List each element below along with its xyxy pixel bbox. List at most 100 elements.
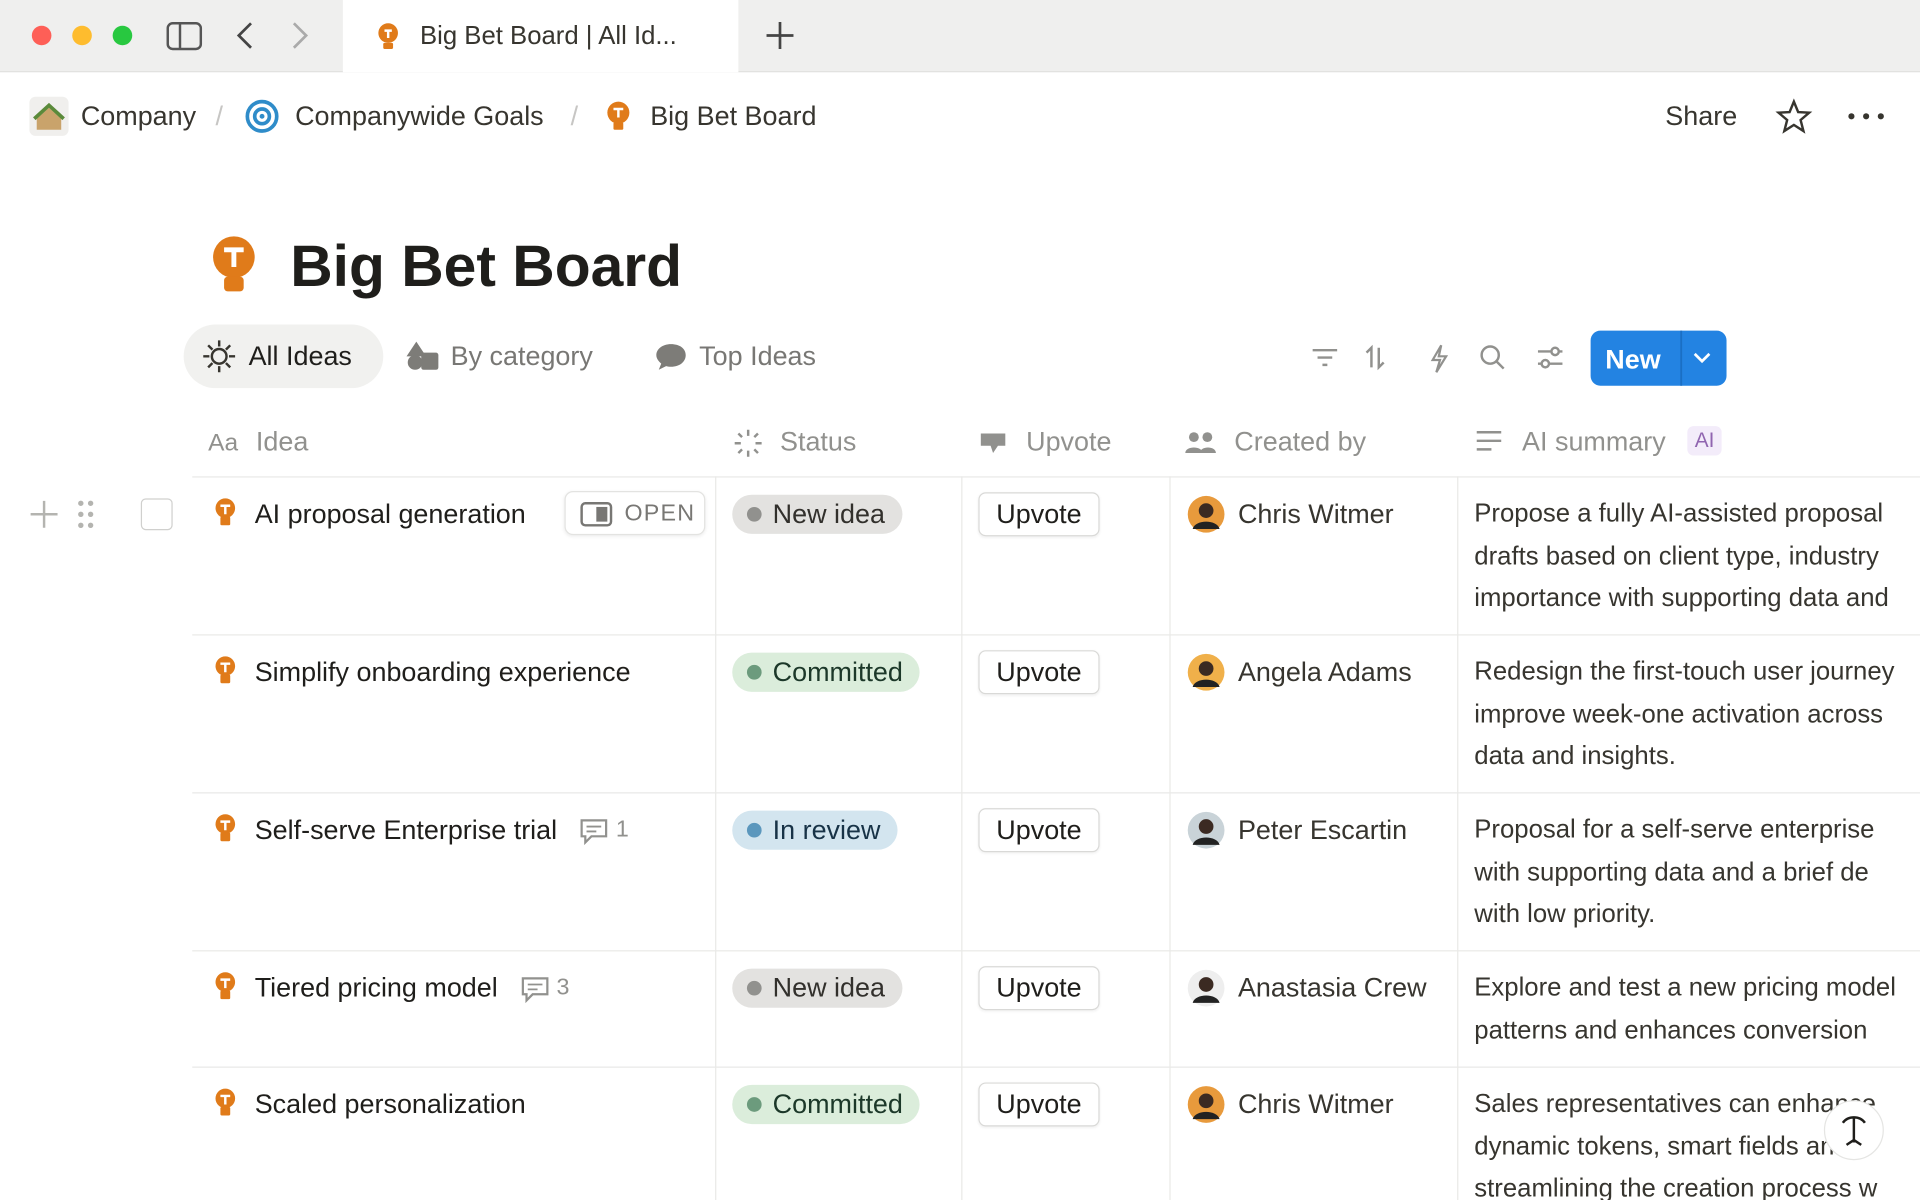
view-tab[interactable]: All Ideas: [248, 340, 352, 372]
header-border: [192, 476, 1920, 478]
summary-line: Proposal for a self-serve enterprise: [1474, 815, 1875, 844]
breadcrumb[interactable]: Company: [80, 100, 197, 132]
idea-title[interactable]: AI proposal generation: [254, 498, 526, 529]
summary-line: drafts based on client type, industry: [1474, 541, 1879, 570]
summary-line: Redesign the first-touch user journey: [1474, 657, 1895, 686]
breadcrumb-separator: /: [215, 100, 224, 132]
goals-icon: [245, 99, 279, 133]
view-icon: [656, 344, 686, 370]
creator-name[interactable]: Chris Witmer: [1237, 1088, 1394, 1120]
status-pill: New idea: [732, 968, 903, 1008]
creator-name[interactable]: Angela Adams: [1237, 656, 1412, 687]
board-icon: [607, 101, 630, 130]
column-header[interactable]: Created by: [1234, 426, 1367, 457]
creator-name[interactable]: Chris Witmer: [1237, 498, 1394, 529]
column-icon: [980, 433, 1006, 454]
row-border: [192, 950, 1920, 952]
new-tab-button[interactable]: [764, 20, 796, 52]
idea-title[interactable]: Tiered pricing model: [254, 972, 498, 1003]
column-icon: Aa: [208, 430, 238, 457]
idea-title[interactable]: Simplify onboarding experience: [254, 656, 631, 687]
column-divider: [1457, 476, 1459, 1200]
help-button[interactable]: [1822, 1098, 1886, 1162]
summary-line: Explore and test a new pricing model: [1474, 973, 1896, 1002]
open-icon[interactable]: [580, 502, 613, 527]
ai-badge: AI: [1687, 426, 1722, 456]
share-button[interactable]: Share: [1665, 100, 1738, 132]
more-button[interactable]: [1847, 110, 1886, 122]
status-dot: [746, 980, 762, 996]
status-dot: [746, 664, 762, 680]
drag-handle[interactable]: [76, 500, 96, 529]
idea-title[interactable]: Scaled personalization: [254, 1088, 526, 1120]
breadcrumb[interactable]: Companywide Goals: [295, 100, 544, 132]
column-icon: [734, 429, 762, 457]
new-button-menu[interactable]: [1680, 330, 1728, 386]
toolbar-icons[interactable]: [1310, 343, 1567, 375]
row-icon: [215, 498, 236, 526]
tab-icon: [378, 23, 398, 49]
status-dot: [746, 1097, 762, 1112]
summary-line: data and insights.: [1474, 742, 1676, 771]
summary-line: with low priority.: [1474, 900, 1656, 929]
active-view-pill: [183, 324, 384, 389]
status-pill: New idea: [732, 494, 903, 534]
column-divider: [715, 476, 717, 1200]
column-header[interactable]: Idea: [255, 426, 309, 457]
active-tab[interactable]: [342, 0, 739, 73]
summary-line: dynamic tokens, smart fields and A: [1474, 1132, 1872, 1161]
column-divider: [1169, 476, 1171, 1200]
status-dot: [746, 822, 762, 838]
row-icon: [215, 972, 236, 1000]
comment-icon: [580, 819, 608, 846]
window-controls: [31, 22, 309, 51]
column-divider: [961, 476, 963, 1200]
page-icon: [213, 236, 255, 292]
comment-icon: [521, 977, 548, 1004]
column-header[interactable]: AI summary: [1522, 426, 1666, 457]
creator-name[interactable]: Anastasia Crew: [1237, 972, 1427, 1003]
svg-text:Aa: Aa: [208, 430, 238, 457]
tab-bar: [0, 0, 1920, 73]
view-tab[interactable]: By category: [450, 340, 593, 372]
company-icon: [29, 96, 69, 136]
row-border: [192, 1066, 1920, 1068]
summary-line: Sales representatives can enhance: [1474, 1089, 1876, 1118]
creator-name[interactable]: Peter Escartin: [1237, 814, 1408, 845]
favorite-button[interactable]: [1775, 98, 1813, 134]
summary-line: Propose a fully AI-assisted proposal: [1474, 499, 1884, 528]
view-tab[interactable]: Top Ideas: [699, 340, 817, 372]
upvote-button[interactable]: Upvote: [978, 650, 1100, 695]
view-icon: [406, 341, 439, 370]
status-pill: Committed: [732, 652, 921, 692]
open-button[interactable]: OPEN: [564, 491, 706, 536]
column-header[interactable]: Upvote: [1026, 426, 1112, 457]
row-border: [192, 634, 1920, 636]
tab-title[interactable]: Big Bet Board | All Id...: [420, 22, 677, 51]
view-icon: [203, 340, 236, 373]
summary-line: streamlining the creation process w: [1474, 1174, 1878, 1200]
avatar: [1187, 495, 1225, 533]
breadcrumb-separator: /: [570, 100, 579, 132]
new-button-label[interactable]: New: [1605, 344, 1661, 375]
breadcrumb[interactable]: Big Bet Board: [650, 100, 817, 132]
row-icon: [215, 814, 236, 842]
status-pill: Committed: [732, 1084, 921, 1125]
upvote-button[interactable]: Upvote: [978, 808, 1100, 853]
row-checkbox[interactable]: [140, 498, 173, 531]
avatar: [1187, 969, 1225, 1007]
avatar: [1187, 811, 1225, 849]
idea-title[interactable]: Self-serve Enterprise trial: [254, 814, 558, 845]
column-icon: [1476, 431, 1502, 451]
summary-line: with supporting data and a brief de: [1474, 857, 1869, 886]
column-header[interactable]: Status: [780, 426, 857, 457]
summary-line: improve week-one activation across: [1474, 699, 1884, 728]
status-dot: [746, 506, 762, 522]
upvote-button[interactable]: Upvote: [978, 966, 1100, 1011]
add-row-button[interactable]: [29, 500, 58, 529]
upvote-button[interactable]: Upvote: [978, 492, 1100, 537]
upvote-button[interactable]: Upvote: [978, 1082, 1100, 1127]
column-icon: [1185, 432, 1216, 454]
row-border: [192, 792, 1920, 794]
